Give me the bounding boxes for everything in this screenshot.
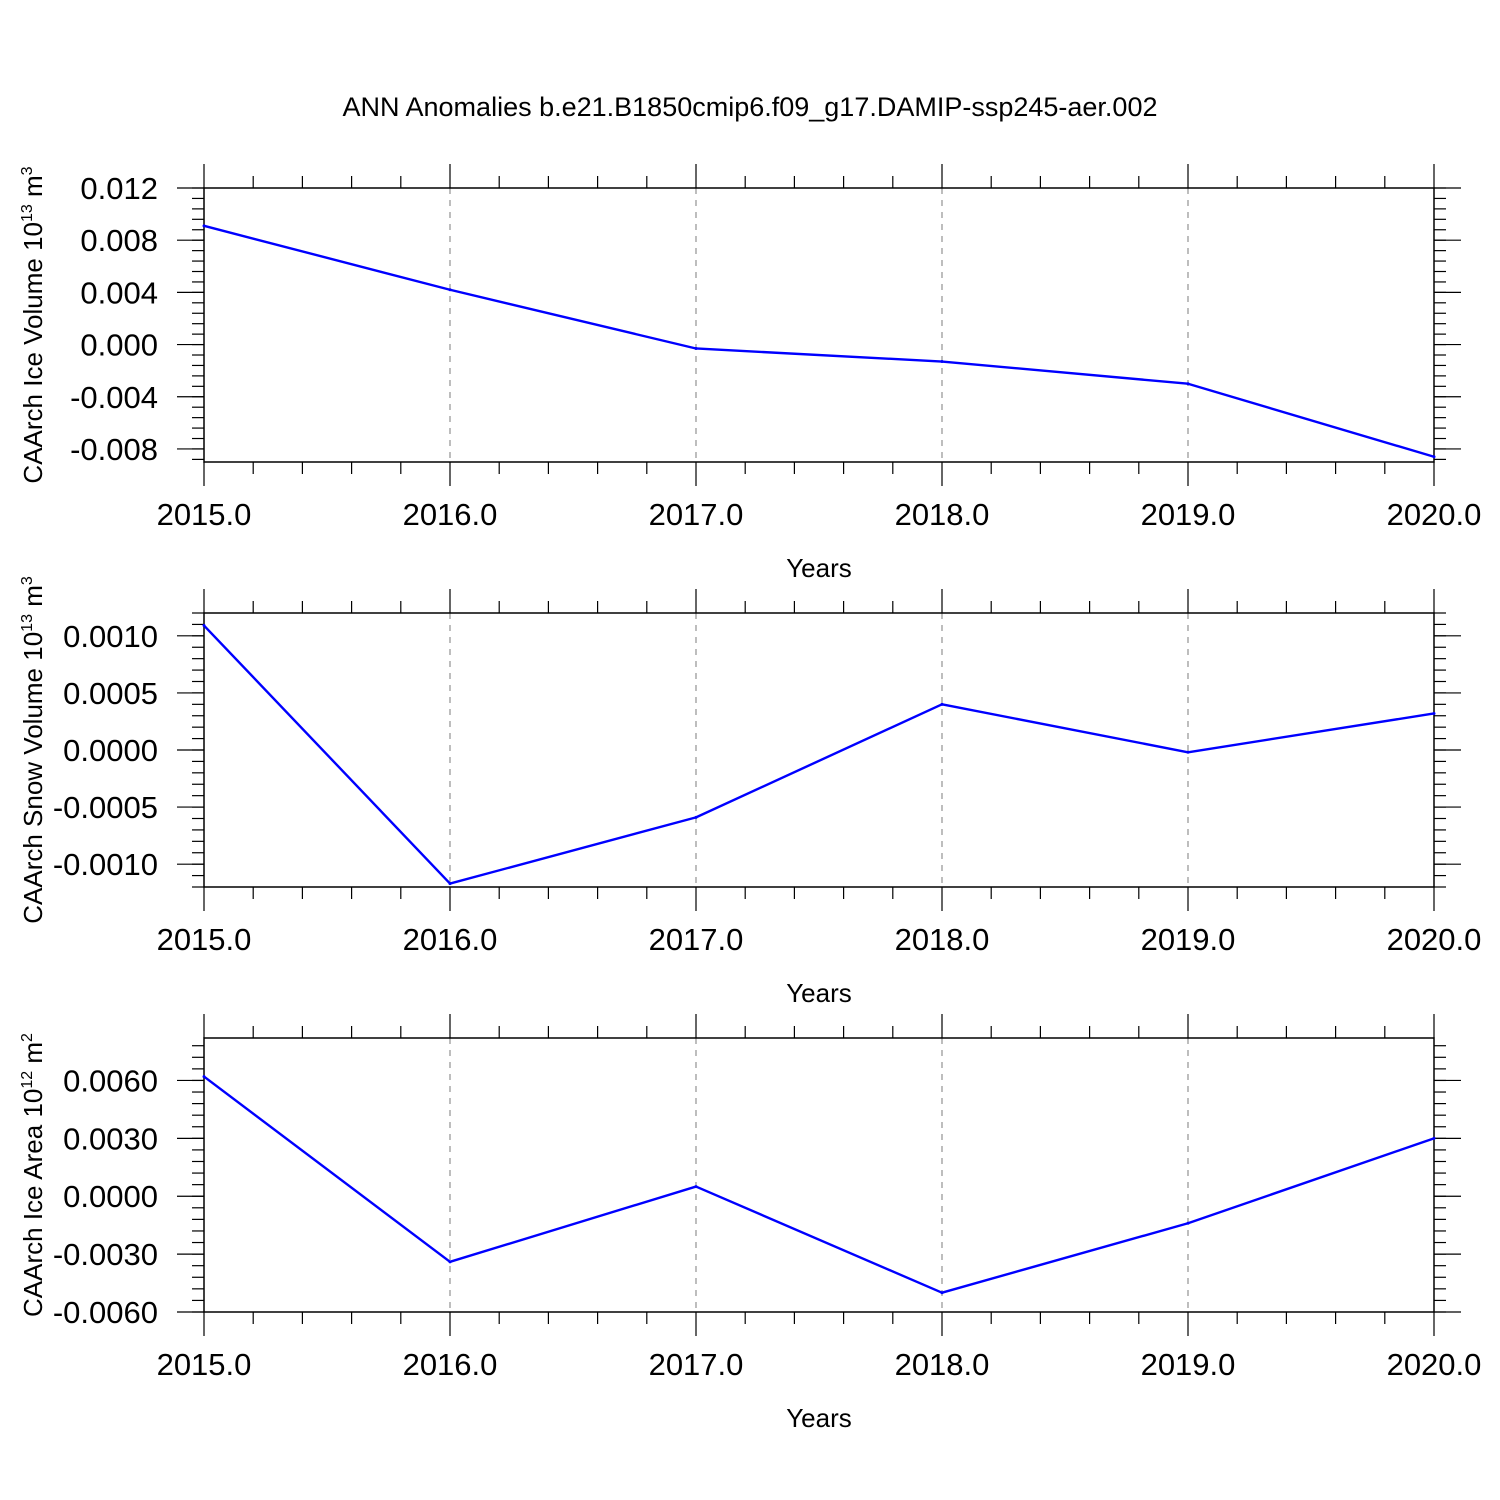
data-point	[694, 815, 698, 819]
y-axis-label: CAArch Ice Volume 1013 m3	[18, 166, 48, 483]
panels: 2015.0 2016.0 2017.0 2018.0 2019.0 2020.0 0.01…	[18, 164, 1481, 1433]
chart-panel-1: 2015.0 2016.0 2017.0 2018.0 2019.0 2020.0 0.01…	[18, 164, 1481, 583]
y-tick-label: 0.0010	[63, 619, 158, 654]
x-tick-label: 2020.0	[1387, 497, 1482, 532]
x-tick-label: 2018.0	[895, 1347, 990, 1382]
x-tick-label: 2019.0	[1141, 497, 1236, 532]
y-tick-label: -0.0005	[53, 790, 158, 825]
x-tick-label: 2016.0	[403, 1347, 498, 1382]
y-tick-label: 0.008	[80, 223, 158, 258]
y-tick-label: -0.0010	[53, 847, 158, 882]
x-tick-label: 2015.0	[157, 922, 252, 957]
series-line	[203, 1075, 1435, 1294]
series-line	[203, 224, 1435, 458]
data-point	[1432, 1136, 1436, 1140]
data-point	[202, 1075, 206, 1079]
y-tick-label: 0.000	[80, 328, 158, 363]
y-tick-label: 0.0000	[63, 733, 158, 768]
data-point	[694, 346, 698, 350]
x-tick-label: 2018.0	[895, 497, 990, 532]
data-point	[448, 1260, 452, 1264]
data-point	[202, 224, 206, 228]
x-axis-label: Years	[786, 553, 852, 583]
x-axis-label: Years	[786, 1403, 852, 1433]
x-tick-label: 2018.0	[895, 922, 990, 957]
plot-frame	[203, 187, 1435, 463]
plot-frame	[203, 612, 1435, 888]
x-tick-label: 2017.0	[649, 497, 744, 532]
x-tick-label: 2017.0	[649, 1347, 744, 1382]
data-point	[1186, 1221, 1190, 1225]
y-tick-label: 0.0005	[63, 676, 158, 711]
y-axis-label: CAArch Ice Area 1012 m2	[18, 1033, 48, 1317]
y-tick-label: -0.004	[70, 380, 158, 415]
data-point	[694, 1185, 698, 1189]
series-line	[203, 624, 1435, 885]
data-point	[1432, 455, 1436, 459]
chart-panel-3: 2015.0 2016.0 2017.0 2018.0 2019.0 2020.0 0.00…	[18, 1014, 1481, 1433]
x-tick-label: 2019.0	[1141, 1347, 1236, 1382]
y-tick-label: -0.008	[70, 432, 158, 467]
x-tick-label: 2015.0	[157, 1347, 252, 1382]
data-point	[940, 360, 944, 364]
y-axis-label: CAArch Snow Volume 1013 m3	[18, 576, 48, 924]
y-tick-label: -0.0030	[53, 1237, 158, 1272]
figure-title: ANN Anomalies b.e21.B1850cmip6.f09_g17.D…	[343, 92, 1158, 122]
x-tick-label: 2017.0	[649, 922, 744, 957]
x-axis-label: Years	[786, 978, 852, 1008]
data-point	[1186, 382, 1190, 386]
y-tick-label: 0.0000	[63, 1179, 158, 1214]
x-tick-label: 2016.0	[403, 497, 498, 532]
data-point	[940, 702, 944, 706]
data-point	[448, 882, 452, 886]
y-tick-label: 0.012	[80, 171, 158, 206]
y-tick-label: 0.0030	[63, 1121, 158, 1156]
data-point	[448, 288, 452, 292]
x-tick-label: 2020.0	[1387, 922, 1482, 957]
y-tick-label: 0.004	[80, 275, 158, 310]
data-point	[1186, 750, 1190, 754]
x-tick-label: 2019.0	[1141, 922, 1236, 957]
data-point	[1432, 711, 1436, 715]
x-tick-label: 2016.0	[403, 922, 498, 957]
plot-frame	[203, 1037, 1435, 1313]
chart-panel-2: 2015.0 2016.0 2017.0 2018.0 2019.0 2020.0 0.00…	[18, 576, 1481, 1008]
data-point	[940, 1291, 944, 1295]
y-tick-label: 0.0060	[63, 1063, 158, 1098]
y-tick-label: -0.0060	[53, 1295, 158, 1330]
x-tick-label: 2015.0	[157, 497, 252, 532]
data-point	[202, 624, 206, 628]
x-tick-label: 2020.0	[1387, 1347, 1482, 1382]
